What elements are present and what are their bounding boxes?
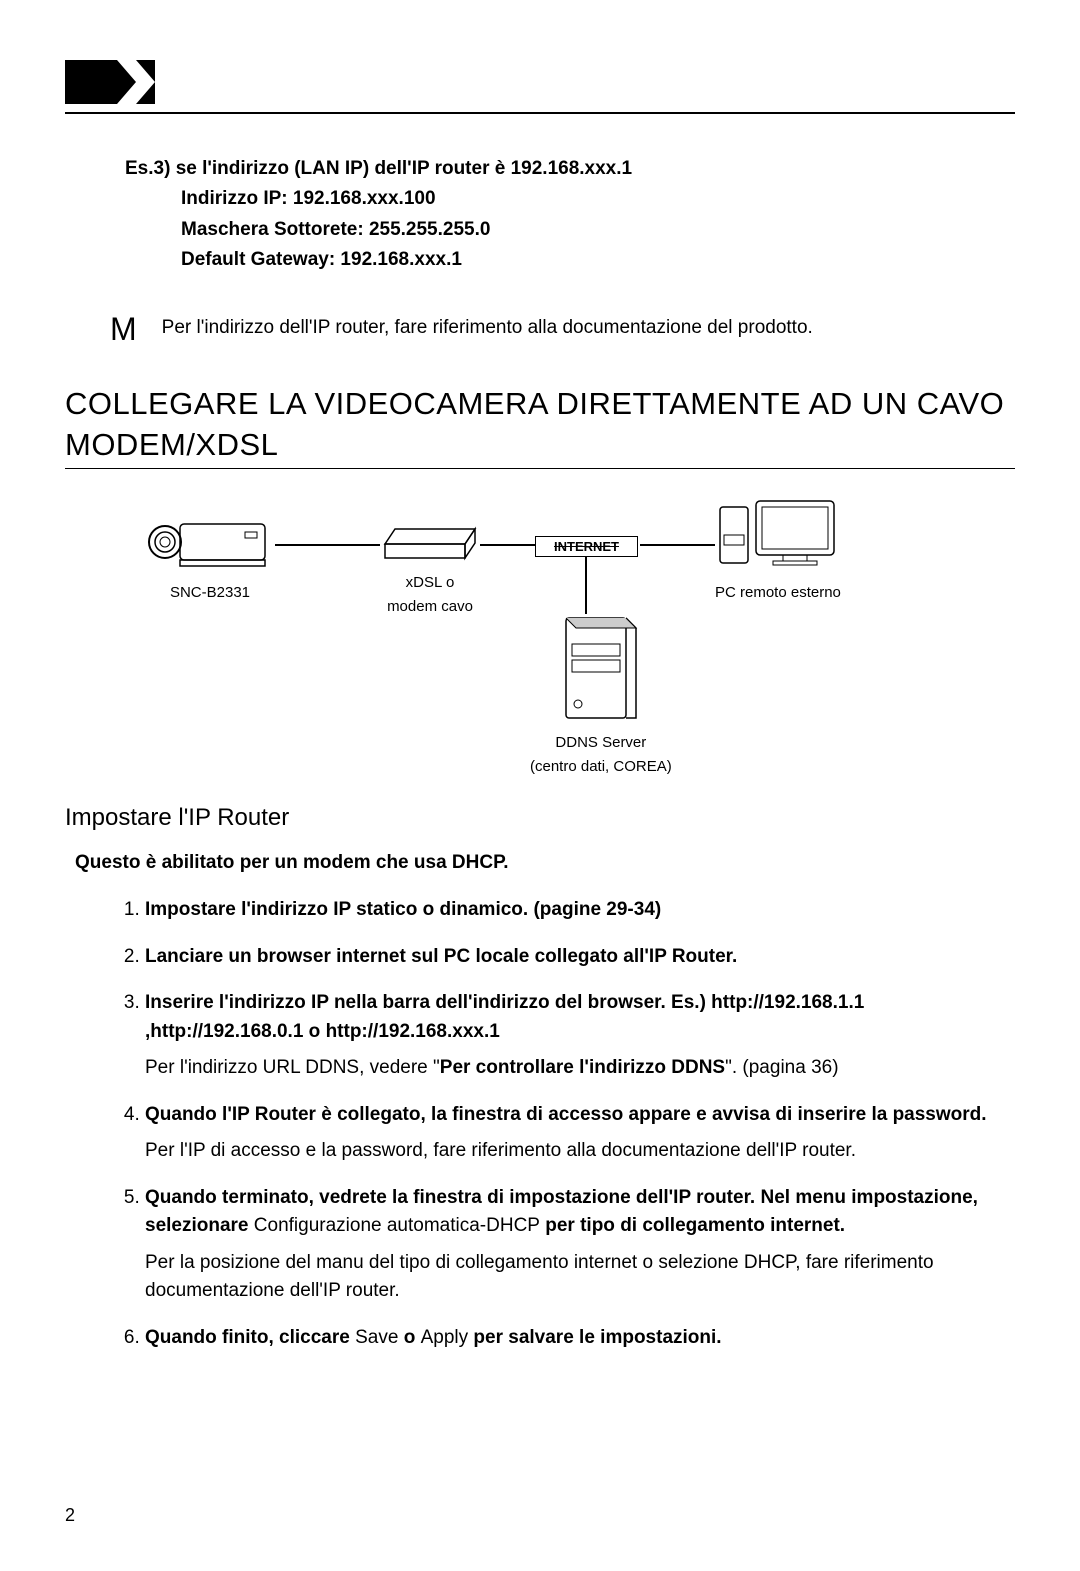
diagram-server: DDNS Server (centro dati, COREA) — [530, 614, 672, 776]
pc-icon — [718, 499, 838, 574]
section-title: COLLEGARE LA VIDEOCAMERA DIRETTAMENTE AD… — [65, 383, 1015, 470]
network-diagram: SNC-B2331 xDSL o modem cavo INTERNET PC … — [145, 494, 975, 774]
example-line-3: Maschera Sottorete: 255.255.255.0 — [181, 215, 1015, 245]
diagram-line — [640, 544, 715, 546]
step-suffix: per salvare le impostazioni. — [473, 1327, 721, 1348]
modem-label-2: modem cavo — [380, 597, 480, 617]
step-2: Lanciare un browser internet sul PC loca… — [145, 943, 1015, 972]
step-3: Inserire l'indirizzo IP nella barra dell… — [145, 989, 1015, 1083]
step-5: Quando terminato, vedrete la finestra di… — [145, 1184, 1015, 1306]
note-text: Per l'indirizzo dell'IP router, fare rif… — [162, 311, 813, 339]
step-sub: Per l'indirizzo URL DDNS, vedere "Per co… — [145, 1054, 1015, 1083]
step-suffix: per tipo di collegamento internet. — [545, 1215, 845, 1236]
diagram-internet: INTERNET — [535, 536, 638, 557]
camera-icon — [145, 514, 275, 574]
steps-list: Impostare l'indirizzo IP statico o dinam… — [125, 896, 1015, 1352]
example-line-4: Default Gateway: 192.168.xxx.1 — [181, 245, 1015, 275]
step-opt1: Save — [355, 1327, 398, 1348]
server-icon — [558, 614, 643, 724]
internet-label: INTERNET — [535, 536, 638, 557]
diagram-line — [585, 557, 587, 614]
step-or: o — [404, 1327, 416, 1348]
intro-text: Questo è abilitato per un modem che usa … — [75, 852, 1015, 874]
camera-label: SNC-B2331 — [145, 583, 275, 603]
step-text: Quando l'IP Router è collegato, la fines… — [145, 1104, 987, 1125]
sub-bold: Per controllare l'indirizzo DDNS — [440, 1057, 725, 1078]
step-sub: Per l'IP di accesso e la password, fare … — [145, 1137, 1015, 1166]
server-label-2: (centro dati, COREA) — [530, 757, 672, 777]
step-text: Quando terminato, vedrete la finestra di… — [145, 1187, 978, 1237]
step-text: Quando finito, cliccare Save o Apply per… — [145, 1327, 722, 1348]
sub-prefix: Per l'indirizzo URL DDNS, vedere " — [145, 1057, 440, 1078]
pc-label: PC remoto esterno — [715, 583, 841, 603]
step-text: Inserire l'indirizzo IP nella barra dell… — [145, 992, 864, 1042]
step-4: Quando l'IP Router è collegato, la fines… — [145, 1101, 1015, 1166]
header-rule — [65, 112, 1015, 114]
step-mid: Configurazione automatica-DHCP — [254, 1215, 540, 1236]
sub-suffix: ". (pagina 36) — [725, 1057, 838, 1078]
step-text: Impostare l'indirizzo IP statico o dinam… — [145, 899, 661, 920]
modem-label-1: xDSL o — [380, 573, 480, 593]
page-number: 2 — [65, 1505, 75, 1526]
step-6: Quando finito, cliccare Save o Apply per… — [145, 1324, 1015, 1353]
subsection-title: Impostare l'IP Router — [65, 804, 1015, 832]
diagram-modem: xDSL o modem cavo — [380, 524, 480, 616]
header-logo-icon — [65, 60, 155, 104]
server-label-1: DDNS Server — [530, 733, 672, 753]
diagram-line — [480, 544, 535, 546]
step-opt2: Apply — [421, 1327, 469, 1348]
step-prefix: Quando finito, cliccare — [145, 1327, 350, 1348]
step-1: Impostare l'indirizzo IP statico o dinam… — [145, 896, 1015, 925]
example-block: Es.3) se l'indirizzo (LAN IP) dell'IP ro… — [125, 154, 1015, 276]
diagram-line — [275, 544, 380, 546]
step-sub: Per la posizione del manu del tipo di co… — [145, 1249, 1015, 1306]
example-line-1: Es.3) se l'indirizzo (LAN IP) dell'IP ro… — [125, 154, 1015, 184]
diagram-camera: SNC-B2331 — [145, 514, 275, 603]
modem-icon — [380, 524, 480, 564]
step-text: Lanciare un browser internet sul PC loca… — [145, 946, 737, 967]
note-row: M Per l'indirizzo dell'IP router, fare r… — [110, 311, 1015, 348]
example-line-2: Indirizzo IP: 192.168.xxx.100 — [181, 184, 1015, 214]
diagram-pc: PC remoto esterno — [715, 499, 841, 603]
note-marker: M — [110, 311, 137, 348]
